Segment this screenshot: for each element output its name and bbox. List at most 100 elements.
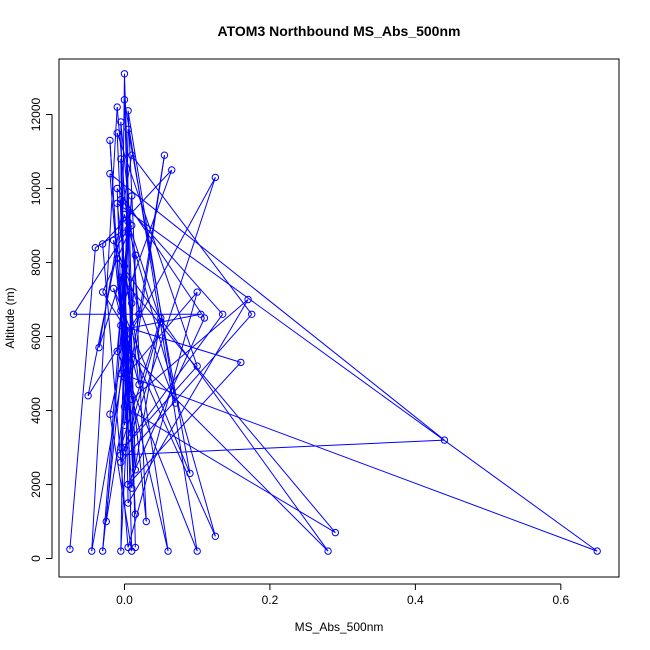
series-line-segment xyxy=(120,324,241,363)
data-point xyxy=(117,306,125,315)
data-point xyxy=(135,380,143,389)
data-point xyxy=(120,96,129,104)
series-line-segment xyxy=(124,313,201,330)
series-line-segment xyxy=(109,414,133,552)
data-point xyxy=(120,343,129,352)
data-point xyxy=(135,310,143,318)
data-point xyxy=(128,151,136,159)
series-line-segment xyxy=(123,214,216,537)
series-line-segment xyxy=(116,188,125,407)
series-line-segment xyxy=(105,195,133,522)
data-point xyxy=(109,284,118,293)
series-line-segment xyxy=(120,325,216,537)
data-point xyxy=(120,210,129,219)
series-line-segment xyxy=(131,154,253,315)
series-line-segment xyxy=(120,199,224,315)
data-point xyxy=(248,310,256,318)
data-point xyxy=(244,295,252,304)
data-point xyxy=(157,314,165,322)
series-line-segment xyxy=(124,347,329,552)
series-line-segment xyxy=(116,132,198,367)
data-point xyxy=(131,543,140,552)
data-point xyxy=(193,288,201,296)
data-point xyxy=(131,510,140,518)
series-line-segment xyxy=(124,365,198,448)
data-point xyxy=(171,399,180,407)
series-line-segment xyxy=(116,188,205,319)
data-point xyxy=(117,547,125,555)
data-point xyxy=(106,136,114,145)
series-line-segment xyxy=(120,321,162,463)
series-line-segment xyxy=(73,228,129,315)
y-tick-label: 8000 xyxy=(29,249,43,276)
y-tick-label: 2000 xyxy=(29,471,43,498)
x-tick-label: 0.6 xyxy=(552,593,569,607)
series-line-segment xyxy=(120,313,253,463)
data-point xyxy=(197,310,205,318)
data-point xyxy=(113,255,121,263)
data-point xyxy=(117,273,125,281)
data-point xyxy=(113,347,121,355)
series-line-segment xyxy=(116,258,329,552)
x-tick-label: 0.0 xyxy=(116,593,133,607)
data-point xyxy=(237,358,245,367)
data-point xyxy=(120,358,129,367)
data-point xyxy=(128,299,136,307)
data-point xyxy=(66,545,74,553)
x-tick-label: 0.4 xyxy=(407,593,424,607)
data-point xyxy=(124,480,132,489)
data-point xyxy=(168,166,176,174)
series-line-segment xyxy=(120,276,336,533)
y-tick-label: 6000 xyxy=(29,323,43,350)
data-point xyxy=(109,236,118,245)
data-point xyxy=(117,369,125,378)
series-line-segment xyxy=(127,362,242,485)
data-point xyxy=(120,340,129,348)
data-point xyxy=(117,443,125,452)
data-point xyxy=(91,244,100,252)
y-tick-label: 0 xyxy=(29,555,43,562)
series-line-segment xyxy=(131,317,162,489)
series-line-segment xyxy=(127,110,147,522)
series-line-segment xyxy=(116,202,598,552)
data-point xyxy=(124,225,132,233)
data-point xyxy=(117,118,125,126)
data-point xyxy=(211,173,220,182)
series-line-segment xyxy=(98,266,125,348)
y-axis: 0 2000 4000 6000 8000 10000 12000 xyxy=(29,97,53,562)
series-line-segment xyxy=(98,155,133,348)
series-line-segment xyxy=(120,373,598,552)
data-point xyxy=(160,151,169,159)
series-line-segment xyxy=(124,177,216,345)
data-point xyxy=(98,240,107,248)
data-point xyxy=(218,310,227,318)
data-point xyxy=(117,458,125,466)
data-point xyxy=(142,517,150,526)
data-point xyxy=(211,532,220,540)
data-point xyxy=(120,443,129,452)
data-point xyxy=(117,451,125,459)
data-point xyxy=(113,184,121,193)
data-point xyxy=(128,192,136,200)
data-point xyxy=(117,195,125,204)
data-point xyxy=(69,310,78,318)
data-point xyxy=(128,429,136,437)
chart-title: ATOM3 Northbound MS_Abs_500nm xyxy=(218,23,461,39)
data-point xyxy=(124,218,132,226)
data-point xyxy=(117,155,125,163)
series-line-segment xyxy=(124,406,336,534)
series-line-segment xyxy=(116,132,129,381)
data-point xyxy=(98,547,107,555)
series-line-segment xyxy=(123,266,169,552)
series-line-segment xyxy=(127,380,169,552)
data-point xyxy=(124,499,132,507)
data-point xyxy=(186,469,194,478)
data-point xyxy=(98,288,107,296)
series-line-segment xyxy=(109,173,445,441)
x-axis: 0.0 0.2 0.4 0.6 xyxy=(116,583,569,607)
series-line-segment xyxy=(131,177,216,433)
data-point xyxy=(131,466,140,474)
data-point xyxy=(113,129,121,137)
data-point xyxy=(120,325,129,333)
